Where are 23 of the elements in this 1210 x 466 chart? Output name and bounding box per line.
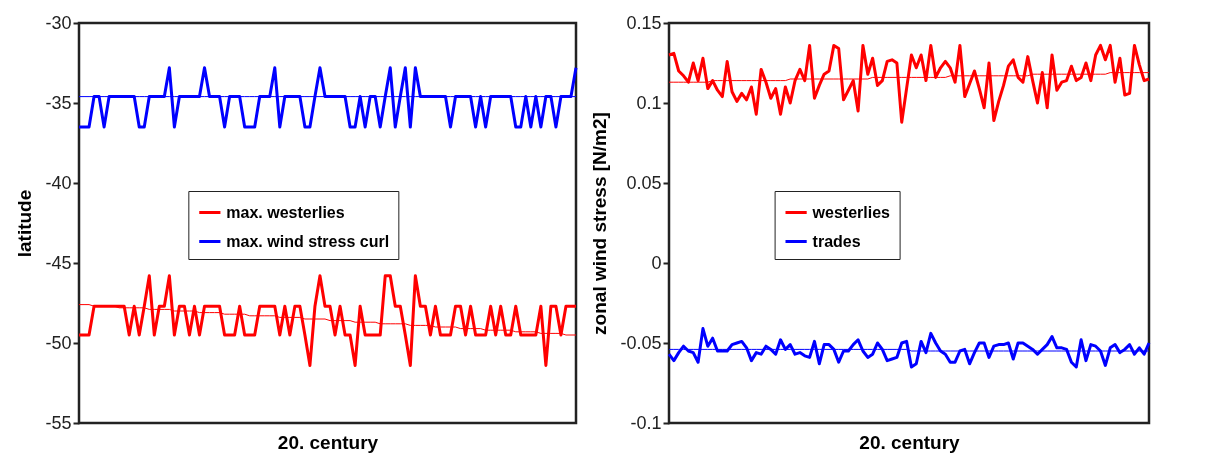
- y-tick-label: 0.1: [636, 92, 662, 113]
- y-tick-label: -35: [45, 92, 72, 113]
- y-tick-label: 0.15: [626, 12, 662, 33]
- y-axis-title: zonal wind stress [N/m2]: [589, 112, 611, 335]
- y-tick-label: 0: [651, 252, 662, 273]
- legend-label: max. wind stress curl: [226, 232, 390, 250]
- line-series: [667, 43, 1151, 124]
- y-tick-label: 0.05: [626, 172, 662, 193]
- x-axis-title: 20. century: [277, 431, 379, 453]
- y-tick-label: -0.1: [630, 412, 662, 433]
- y-tick-label: -50: [45, 332, 72, 353]
- line-series: [77, 274, 578, 367]
- y-tick-label: -40: [45, 172, 72, 193]
- y-tick-label: -55: [45, 412, 72, 433]
- x-axis-title: 20. century: [859, 431, 961, 453]
- y-axis-title: latitude: [14, 189, 36, 258]
- legend-label: max. westerlies: [226, 203, 345, 221]
- legend-label: trades: [812, 232, 861, 250]
- y-tick-label: -45: [45, 252, 72, 273]
- y-tick-label: -30: [45, 12, 72, 33]
- line-series: [667, 327, 1151, 369]
- legend-label: westerlies: [811, 203, 891, 221]
- y-tick-label: -0.05: [620, 332, 662, 353]
